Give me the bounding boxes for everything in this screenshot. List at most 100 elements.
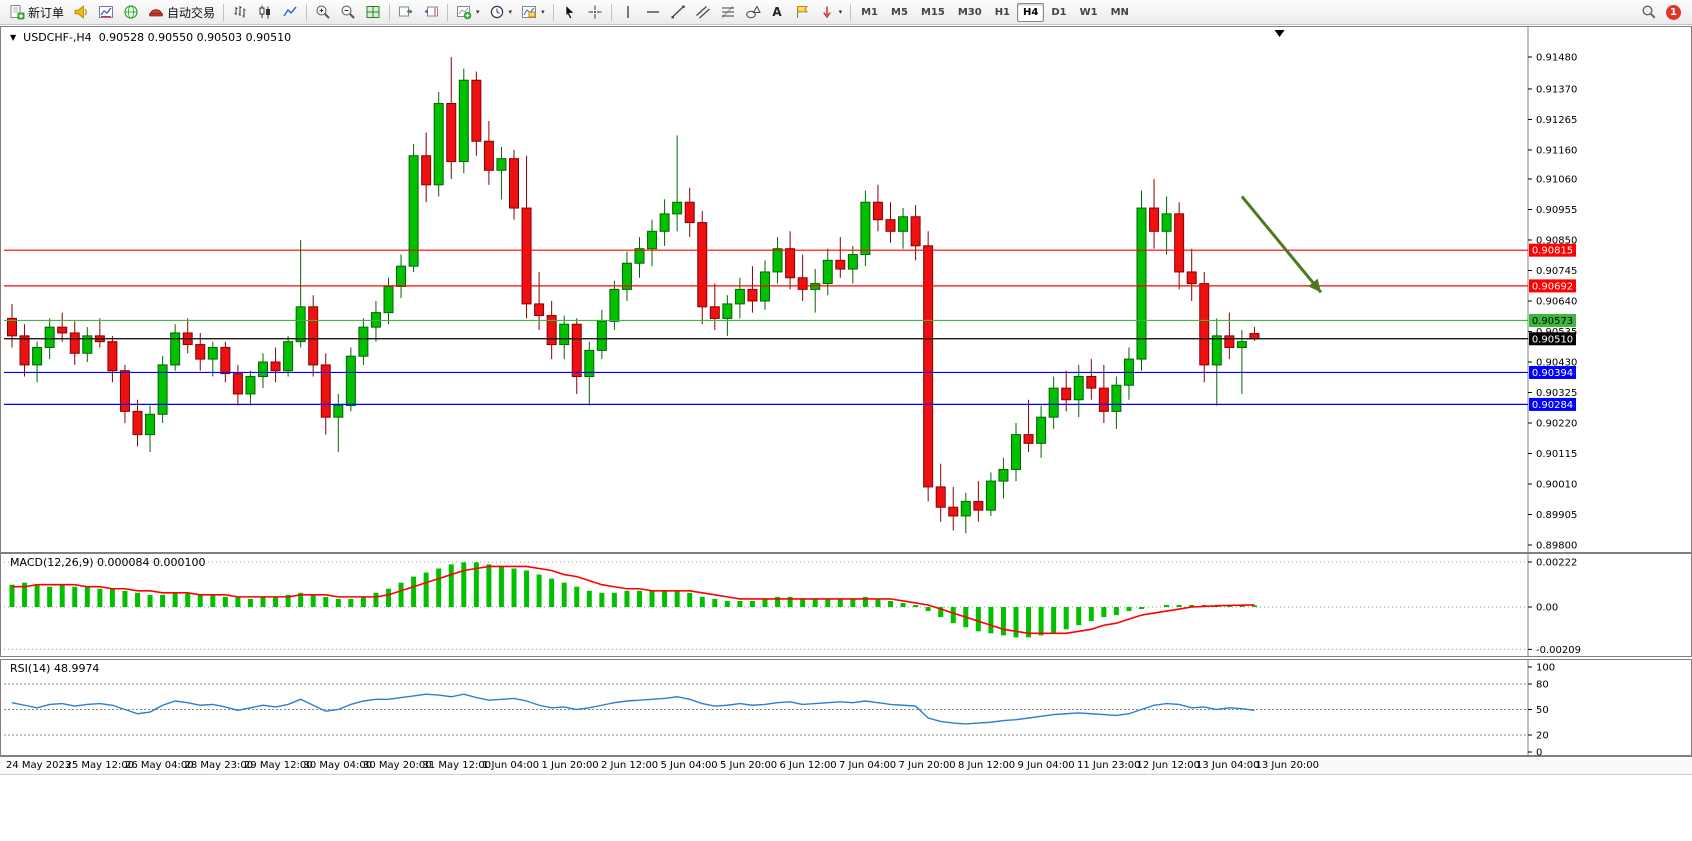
candle [1149,179,1160,249]
horizontal-line-button[interactable] [641,2,665,23]
horizontal-line-icon [645,4,661,20]
toolbar-separator [552,3,554,21]
candle [1186,248,1197,301]
candle [948,486,959,531]
panel-border [0,553,1692,657]
rsi-tick-label: 50 [1536,705,1549,716]
notification-badge[interactable]: 1 [1666,4,1681,20]
crosshair-button[interactable] [583,2,607,23]
shapes-button[interactable] [741,2,765,23]
timeframe-h1[interactable]: H1 [994,6,1011,18]
candle [308,295,319,377]
profile-button[interactable] [94,2,118,23]
bar-chart-button[interactable] [228,2,252,23]
time-axis-label: 1 Jun 04:00 [482,760,540,771]
rsi-tick-label: 100 [1536,663,1555,674]
candle [32,341,43,383]
candle [797,254,808,301]
horn-icon [73,4,89,20]
candle [634,237,645,278]
candle [935,463,946,522]
time-axis-label: 30 May 20:00 [363,760,432,771]
price-tag [1529,313,1576,327]
timeframe-w1[interactable]: W1 [1079,6,1098,18]
text-tool-button[interactable]: A [766,2,789,23]
toolbar-separator [610,3,612,21]
line-chart-button[interactable] [278,2,302,23]
candle [57,312,68,342]
timeframe-m5[interactable]: M5 [891,6,908,18]
macd-tick-label: 0.00222 [1536,558,1577,569]
candle [546,301,557,360]
price-tag [1529,243,1576,257]
chevron-down-icon[interactable]: ▾ [838,8,843,16]
timeframe-h4[interactable]: H4 [1017,2,1045,22]
search-button[interactable] [1637,2,1661,23]
chart-shift-button[interactable] [419,2,443,23]
candle [835,237,846,278]
shapes-icon [745,4,761,20]
community-horn-button[interactable] [69,2,93,23]
macd-label: MACD(12,26,9) 0.000084 0.000100 [10,556,206,569]
candle [734,277,745,319]
cursor-button[interactable] [558,2,582,23]
main-chart-panel[interactable]: 0.91480 0.91370 0.91265 0.91160 0.91060 0.909… [0,26,1692,553]
candle [145,405,156,453]
zoom-out-button[interactable] [336,2,360,23]
time-axis-label: 24 May 2023 [6,760,72,771]
candle [1211,318,1222,406]
rsi-chart[interactable]: 100 80 50 20 0 [0,659,1692,756]
candle [1161,196,1172,255]
candle [923,231,934,502]
channel-button[interactable] [691,2,715,23]
candle [1236,330,1247,394]
candle [69,321,80,365]
top-marker-icon[interactable] [1274,30,1285,37]
candle [1174,202,1185,290]
trendline-icon [670,4,686,20]
candle [132,399,143,447]
candle [722,295,733,336]
vertical-line-button[interactable] [616,2,640,23]
fibonacci-button[interactable] [716,2,740,23]
time-axis-label: 30 May 04:00 [303,760,373,771]
price-tick-label: 0.90220 [1536,419,1577,430]
rsi-title: RSI(14) 48.9974 [10,662,99,675]
arrows-tool-button[interactable]: ▾ [815,2,847,23]
panel-border [0,659,1692,756]
trend-arrow[interactable] [1240,195,1323,294]
candle [584,341,595,406]
zoom-in-button[interactable] [311,2,335,23]
timeframe-m15[interactable]: M15 [920,6,945,18]
timeframe-m30[interactable]: M30 [957,6,982,18]
candlestick-chart[interactable]: 0.91480 0.91370 0.91265 0.91160 0.91060 0.909… [0,26,1692,553]
chevron-down-icon[interactable]: ▾ [508,8,513,16]
virtual-hosting-button[interactable] [119,2,143,23]
templates-button[interactable]: ▾ [517,2,549,23]
auto-scroll-icon [398,4,414,20]
timeframe-mn[interactable]: MN [1110,6,1129,18]
chevron-down-icon[interactable]: ▾ [541,8,545,16]
candlestick-chart-button[interactable] [253,2,277,23]
tile-windows-button[interactable] [361,2,385,23]
timeframe-m1[interactable]: M1 [861,6,879,18]
price-tick-label: 0.90850 [1536,236,1577,247]
macd-chart[interactable]: 0.00222 0.00 -0.00209 [0,553,1692,657]
cursor-icon [562,4,578,20]
rsi-panel[interactable]: 100 80 50 20 0 RSI(14) 48.9974 [0,659,1692,756]
candle [358,318,369,365]
auto-trading-label: 自动交易 [167,5,216,20]
periods-button[interactable]: ▾ [485,2,517,23]
auto-scroll-button[interactable] [394,2,418,23]
chevron-down-icon[interactable]: ▾ [476,8,480,16]
candle [521,155,532,319]
trendline-button[interactable] [666,2,690,23]
timeframe-d1[interactable]: D1 [1051,6,1067,18]
indicators-button[interactable]: ▾ [452,2,484,23]
new-order-button[interactable]: 新订单 [5,2,68,23]
collapse-triangle-icon[interactable]: ▼ [10,33,17,42]
time-axis[interactable]: 24 May 2023 25 May 12:00 26 May 04:00 28 Ma… [0,756,1692,775]
auto-trading-button[interactable]: 自动交易 [144,2,219,23]
macd-panel[interactable]: 0.00222 0.00 -0.00209 MACD(12,26,9) 0.0000… [0,553,1692,657]
text-label-button[interactable] [790,2,814,23]
